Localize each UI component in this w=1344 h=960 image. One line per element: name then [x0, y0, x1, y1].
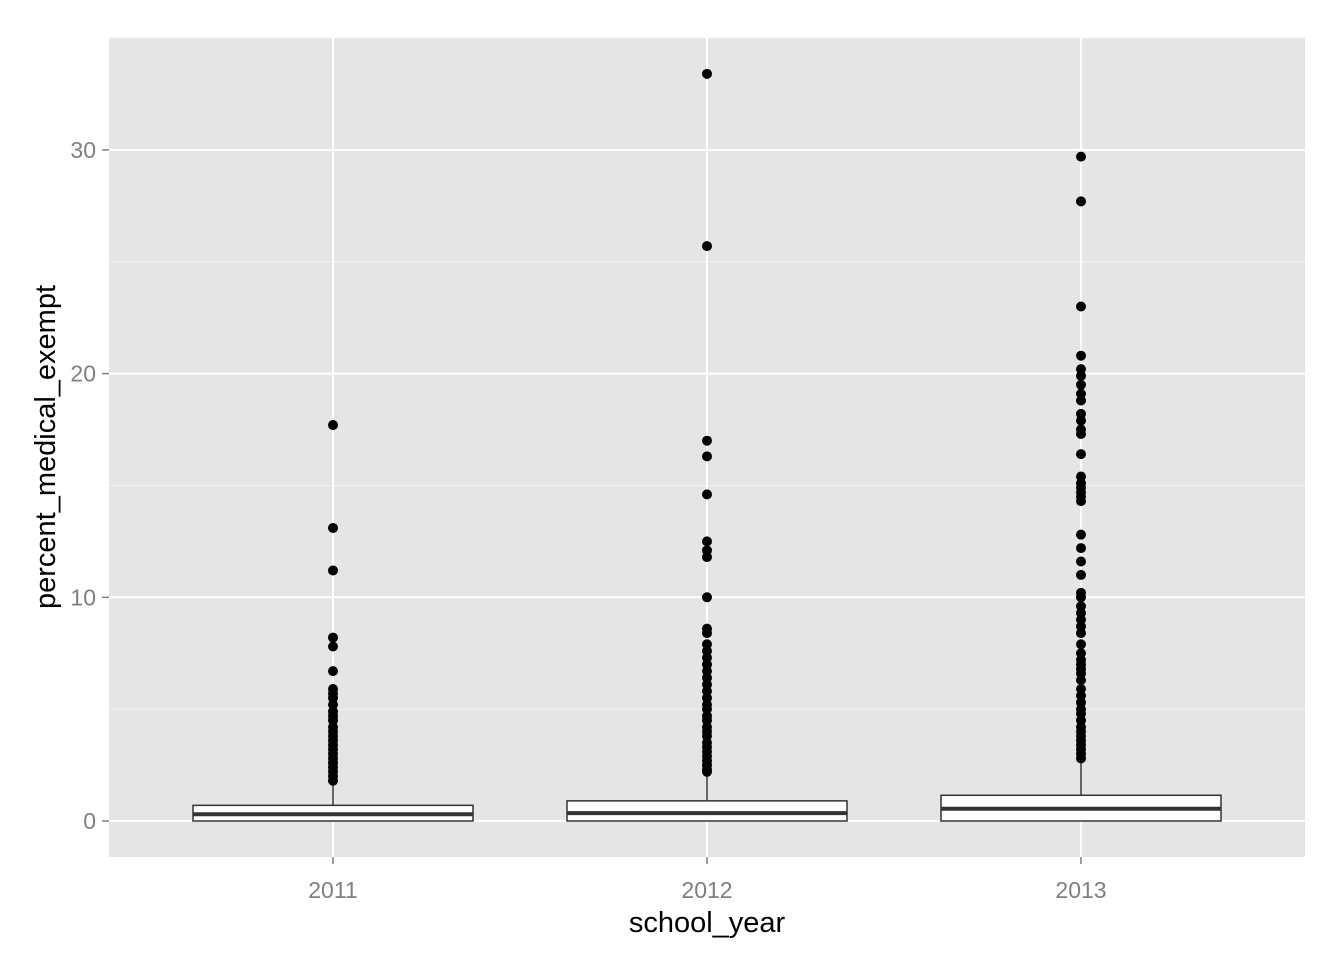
y-tick-label: 10: [70, 584, 96, 610]
y-tick-label: 0: [83, 808, 96, 834]
outlier-point: [1076, 556, 1086, 567]
x-axis: 2011 2012 2013: [308, 857, 1107, 903]
outlier-point: [1076, 639, 1086, 650]
outlier-point: [702, 241, 712, 252]
outlier-point: [702, 766, 712, 777]
outlier-point: [1076, 543, 1086, 554]
box-group-2011: [192, 420, 474, 822]
outlier-point: [1076, 428, 1086, 439]
boxes: [192, 68, 1222, 822]
outlier-point: [328, 420, 338, 431]
outlier-point: [702, 592, 712, 603]
outlier-point: [702, 68, 712, 79]
x-tick-label: 2013: [1055, 877, 1106, 903]
outlier-point: [328, 666, 338, 677]
outlier-point: [1076, 151, 1086, 162]
outlier-point: [1076, 350, 1086, 361]
outlier-point: [1076, 379, 1086, 390]
outlier-point: [328, 522, 338, 533]
outlier-point: [328, 565, 338, 576]
outlier-point: [328, 632, 338, 643]
outlier-point: [702, 552, 712, 563]
box-group-2012: [566, 68, 848, 822]
outlier-point: [702, 451, 712, 462]
outlier-point: [1076, 753, 1086, 764]
outlier-point: [1076, 395, 1086, 406]
outlier-point: [702, 489, 712, 500]
y-axis: 0 10 20 30: [70, 137, 109, 834]
outlier-point: [1076, 529, 1086, 540]
outlier-point: [702, 435, 712, 446]
outlier-point: [1076, 370, 1086, 381]
y-axis-title: percent_medical_exempt: [30, 285, 62, 609]
outlier-point: [328, 641, 338, 652]
outlier-point: [328, 775, 338, 786]
outlier-point: [1076, 196, 1086, 207]
x-tick-label: 2011: [308, 877, 357, 903]
outlier-point: [1076, 592, 1086, 603]
outlier-point: [1076, 675, 1086, 686]
outlier-point: [1076, 496, 1086, 507]
outlier-point: [1076, 301, 1086, 312]
box-iqr: [566, 800, 848, 822]
x-axis-title: school_year: [629, 907, 786, 939]
x-tick-label: 2012: [681, 877, 732, 903]
box-group-2013: [940, 151, 1222, 822]
outlier-point: [1076, 569, 1086, 580]
outlier-point: [702, 628, 712, 639]
outlier-point: [1076, 628, 1086, 639]
y-tick-label: 20: [70, 361, 96, 387]
y-tick-label: 30: [70, 137, 96, 163]
outlier-point: [1076, 415, 1086, 426]
outlier-point: [1076, 449, 1086, 460]
outlier-point: [702, 536, 712, 547]
